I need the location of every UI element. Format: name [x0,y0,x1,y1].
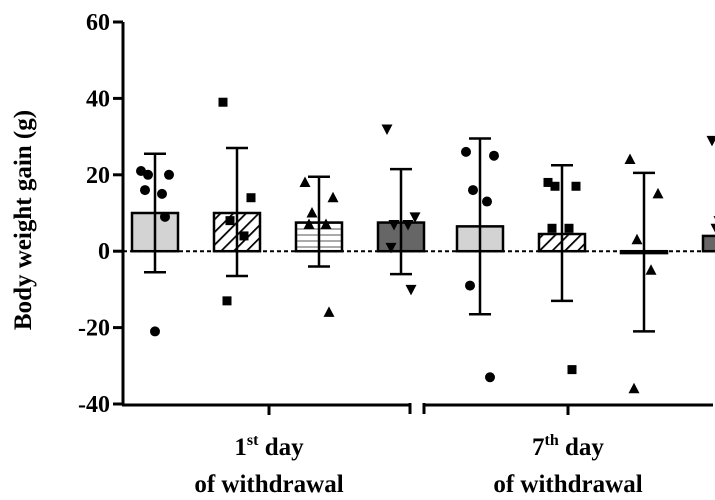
data-point-g2-b2-3 [550,181,560,191]
data-point-g1-b1-5 [140,185,150,196]
data-point-g2-b1-5 [465,280,475,291]
data-point-g2-b3-4 [645,264,657,275]
data-point-g1-b2-1 [218,97,228,107]
data-point-g2-b1-1 [461,146,471,157]
data-point-g2-b4-1 [706,135,715,147]
data-point-g2-b3-5 [628,382,640,394]
data-point-g1-b4-5 [385,242,397,254]
data-point-g1-b3-3 [306,207,318,218]
bar-g2-4 [701,234,715,253]
y-tick-label: -20 [78,316,110,342]
data-point-g2-b1-3 [468,185,478,196]
y-axis-title: Body weight gain (g) [10,110,37,330]
data-point-g1-b4-6 [405,284,417,296]
data-point-g2-b2-4 [564,223,574,233]
data-point-g1-b3-1 [299,176,311,187]
data-point-g1-b4-2 [409,212,421,223]
data-point-g2-b3-3 [631,233,643,245]
data-point-g2-b1-6 [485,372,495,383]
data-point-g1-b1-4 [157,188,167,199]
data-point-g1-b1-7 [150,326,160,337]
y-tick-label: 20 [86,163,110,189]
data-point-g1-b1-6 [160,211,170,222]
group-label-2-line2: of withdrawal [493,471,642,498]
group-label-2: 7th day [532,432,604,461]
data-point-g2-b2-2 [571,181,581,191]
data-point-g1-b2-5 [222,296,232,306]
data-point-g1-b2-4 [239,231,249,241]
data-point-g1-b3-2 [327,191,339,203]
data-point-g2-b3-1 [624,153,636,165]
data-point-g2-b4-5 [710,223,715,233]
data-point-g1-b4-1 [381,124,393,135]
data-point-g2-b1-4 [482,196,492,207]
data-point-g2-b2-6 [567,365,577,375]
data-point-g2-b1-2 [489,150,499,161]
data-point-g2-b3-2 [652,187,664,199]
group-label-1: 1st day [234,432,304,461]
data-point-g1-b1-3 [143,169,153,180]
data-point-g1-b2-3 [225,216,235,226]
data-point-g1-b3-5 [303,218,315,229]
data-point-g2-b2-1 [543,177,553,187]
data-point-g2-b2-5 [547,223,557,233]
y-tick-label: 60 [86,10,110,36]
data-point-g1-b2-2 [246,193,256,203]
y-tick-label: -40 [78,392,110,418]
data-point-g1-b4-4 [402,219,414,231]
data-point-g1-b4-3 [388,219,400,231]
y-tick-label: 40 [86,86,110,112]
data-point-g1-b3-4 [320,218,332,229]
data-point-g1-b1-2 [164,169,174,180]
y-tick-label: 0 [98,239,110,265]
data-point-g1-b3-6 [323,306,335,317]
group-label-1-line2: of withdrawal [194,471,343,498]
